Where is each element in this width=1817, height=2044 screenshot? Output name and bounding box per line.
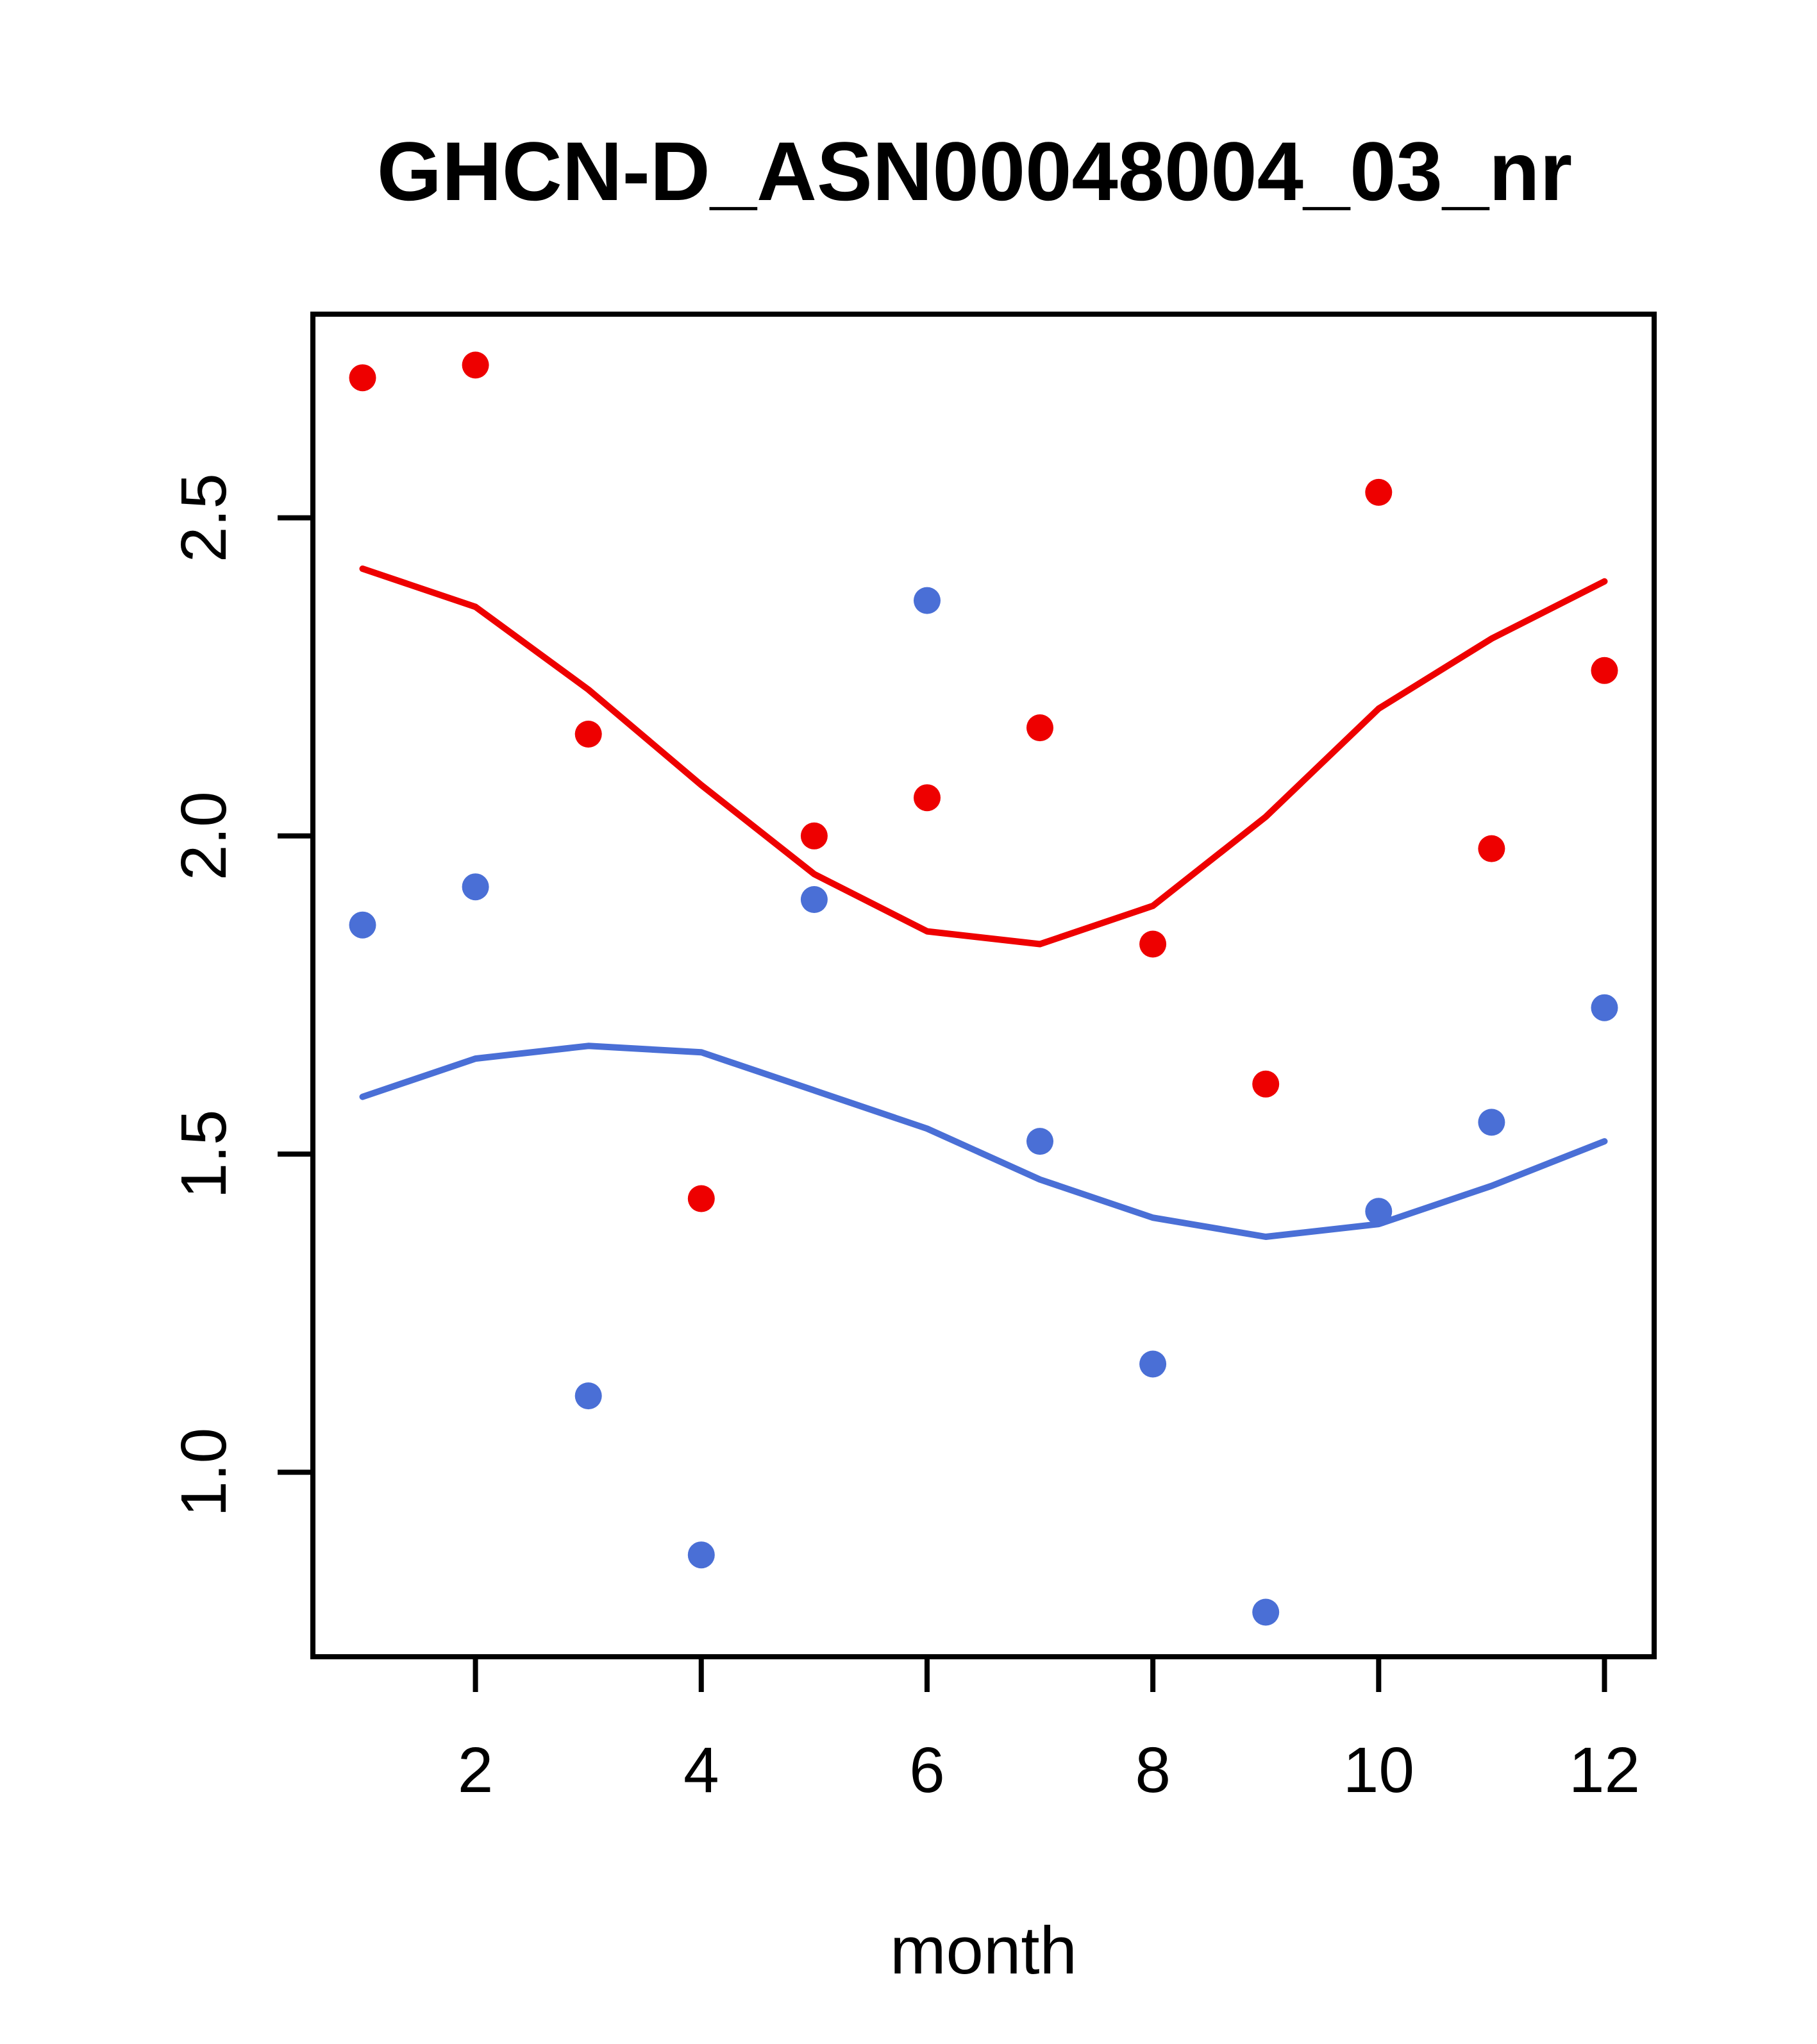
red-point xyxy=(914,784,941,812)
blue-loess-line xyxy=(359,1043,1608,1240)
x-tick-label: 12 xyxy=(1569,1734,1640,1806)
red-data-points xyxy=(349,351,1618,1212)
blue-line-path xyxy=(359,1043,1608,1240)
red-point xyxy=(1591,657,1618,684)
red-point xyxy=(349,364,376,392)
blue-point xyxy=(800,886,828,913)
y-axis-ticks xyxy=(278,515,313,1475)
red-point xyxy=(462,351,489,379)
plot-frame xyxy=(310,312,1657,1659)
red-point xyxy=(1478,835,1505,862)
x-axis-title: month xyxy=(890,1913,1077,1988)
blue-point xyxy=(1478,1109,1505,1136)
x-axis-tick-labels: 2 4 6 8 10 12 xyxy=(458,1734,1640,1806)
blue-point xyxy=(1252,1598,1280,1626)
blue-point xyxy=(1026,1128,1053,1155)
red-point xyxy=(574,721,602,748)
blue-point xyxy=(1139,1350,1167,1378)
blue-point xyxy=(1591,994,1618,1021)
blue-point xyxy=(914,587,941,614)
red-point xyxy=(1139,930,1167,958)
red-point xyxy=(1252,1070,1280,1098)
y-axis-tick-labels: 1.0 1.5 2.0 2.5 xyxy=(168,473,240,1517)
red-point xyxy=(1365,478,1393,506)
red-point xyxy=(800,822,828,850)
y-tick-label: 1.5 xyxy=(168,1109,240,1198)
blue-point xyxy=(1365,1198,1393,1225)
blue-point xyxy=(574,1382,602,1410)
y-tick-label: 2.0 xyxy=(168,791,240,880)
y-tick-label: 2.5 xyxy=(168,473,240,562)
red-line-path xyxy=(359,565,1608,948)
blue-point xyxy=(349,911,376,939)
blue-data-points xyxy=(349,587,1618,1626)
x-axis-ticks xyxy=(473,1657,1607,1692)
red-point xyxy=(1026,714,1053,742)
blue-point xyxy=(462,873,489,901)
x-tick-label: 2 xyxy=(458,1734,494,1806)
x-tick-label: 8 xyxy=(1135,1734,1171,1806)
x-tick-label: 10 xyxy=(1343,1734,1414,1806)
y-tick-label: 1.0 xyxy=(168,1428,240,1517)
x-tick-label: 6 xyxy=(909,1734,945,1806)
chart-title: GHCN-D_ASN00048004_03_nr xyxy=(377,124,1572,218)
x-tick-label: 4 xyxy=(683,1734,719,1806)
blue-point xyxy=(687,1541,715,1569)
red-loess-line xyxy=(359,565,1608,948)
red-point xyxy=(687,1185,715,1212)
